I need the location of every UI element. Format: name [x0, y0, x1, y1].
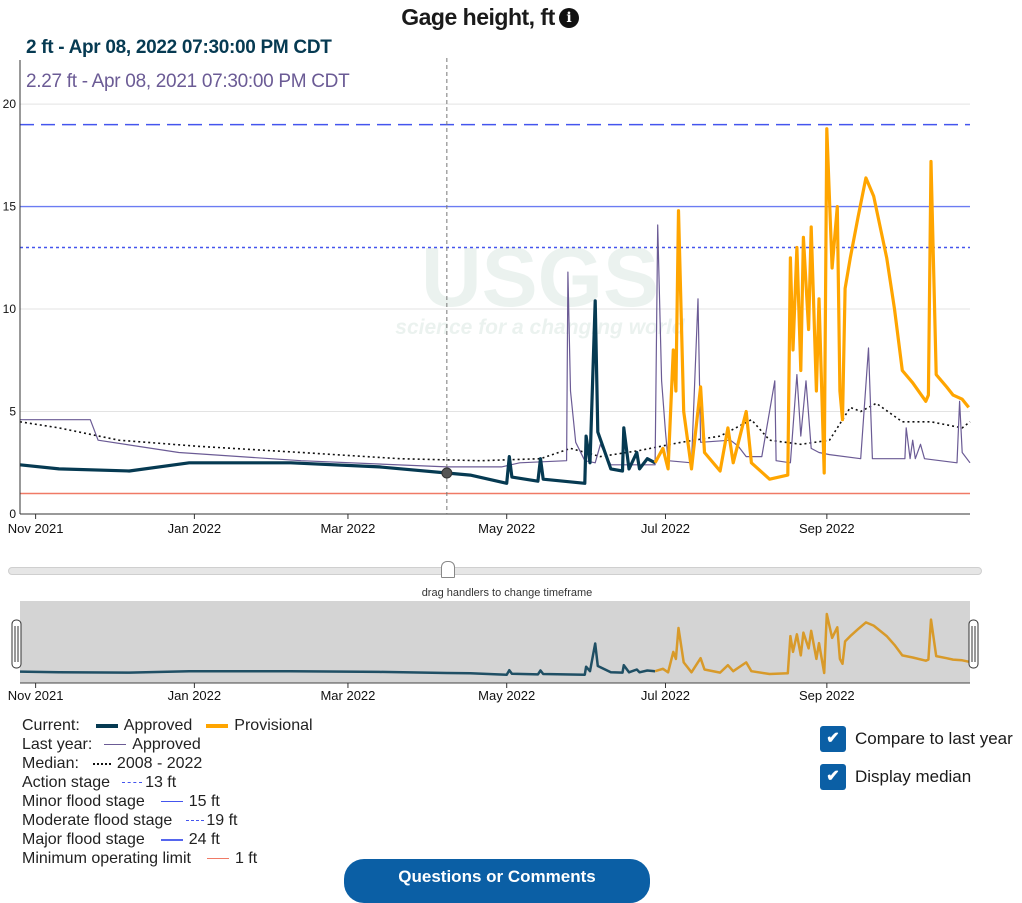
brush-handle-right[interactable]: [968, 619, 979, 669]
legend-minor: Minor flood stage 15 ft: [22, 792, 313, 811]
legend-last-year: Last year: Approved: [22, 735, 313, 754]
legend-moderate-value: 19 ft: [206, 812, 238, 829]
legend-label: Minimum operating limit: [22, 850, 191, 867]
y-tick-label: 5: [9, 405, 16, 419]
last-year-series-line: [20, 224, 971, 468]
legend-label: Major flood stage: [22, 831, 145, 848]
y-tick-label: 10: [3, 302, 17, 316]
legend-label: Current:: [22, 717, 80, 734]
legend-last-year-approved: Approved: [132, 736, 201, 753]
minor-swatch: [160, 801, 183, 803]
tooltip-current-value: 2 ft - Apr 08, 2022 07:30:00 PM CDT: [26, 37, 332, 58]
x-tick-label: May 2022: [478, 521, 535, 536]
legend-minop-value: 1 ft: [234, 850, 258, 867]
chart-title-text: Gage height, ft: [401, 4, 555, 30]
display-median-label: Display median: [855, 767, 972, 786]
watermark-tagline: science for a changing world: [395, 316, 686, 339]
x-tick-label: Mar 2022: [320, 521, 375, 536]
brush-approved-line: [19, 642, 656, 676]
legend-current: Current: Approved Provisional: [22, 716, 313, 735]
approved-series-line: [19, 299, 656, 485]
y-tick-label: 15: [3, 200, 17, 214]
checkmark-icon[interactable]: ✔: [820, 764, 846, 790]
brush-chart[interactable]: Nov 2021 Jan 2022 Mar 2022 May 2022 Jul 2022…: [0, 596, 1022, 708]
legend-median-range: 2008 - 2022: [116, 755, 203, 772]
legend-approved: Approved: [123, 717, 193, 734]
brush-x-tick-label: Mar 2022: [320, 688, 375, 703]
legend: Current: Approved Provisional Last year: Ap…: [22, 716, 313, 868]
legend-moderate: Moderate flood stage 19 ft: [22, 811, 313, 830]
action-swatch: [122, 782, 143, 784]
brush-hint: drag handlers to change timeframe: [421, 587, 593, 599]
legend-major-value: 24 ft: [188, 831, 220, 848]
legend-major: Major flood stage 24 ft: [22, 830, 313, 849]
brush-handle-left[interactable]: [11, 619, 22, 669]
display-median-checkbox[interactable]: ✔ Display median: [820, 764, 971, 790]
y-tick-label: 20: [3, 97, 17, 111]
x-tick-label: Jan 2022: [168, 521, 222, 536]
hover-point: [441, 467, 453, 479]
info-icon[interactable]: i: [558, 8, 579, 28]
brush-x-tick-label: May 2022: [478, 688, 535, 703]
last-year-swatch: [104, 744, 127, 746]
moderate-swatch: [186, 820, 205, 822]
minop-swatch: [206, 858, 229, 860]
legend-median: Median: 2008 - 2022: [22, 754, 313, 773]
legend-label: Moderate flood stage: [22, 812, 173, 829]
checkmark-icon[interactable]: ✔: [820, 726, 846, 752]
median-swatch: [92, 762, 111, 765]
legend-label: Minor flood stage: [22, 793, 145, 810]
median-series-line: [19, 402, 971, 462]
chart-title: Gage height, ft i: [0, 4, 980, 31]
brush-selection[interactable]: [20, 601, 970, 683]
compare-last-year-checkbox[interactable]: ✔ Compare to last year: [820, 726, 1013, 752]
brush-provisional-line: [654, 612, 969, 676]
compare-last-year-label: Compare to last year: [855, 729, 1013, 748]
legend-provisional: Provisional: [234, 717, 313, 734]
x-tick-label: Jul 2022: [641, 521, 690, 536]
questions-comments-button[interactable]: Questions or Comments: [344, 859, 650, 903]
legend-action-value: 13 ft: [145, 774, 177, 791]
major-swatch: [160, 838, 183, 841]
timeframe-slider-handle[interactable]: [441, 561, 455, 578]
legend-minop: Minimum operating limit 1 ft: [22, 849, 313, 868]
x-tick-label: Sep 2022: [799, 521, 855, 536]
brush-x-tick-label: Jan 2022: [168, 688, 222, 703]
legend-minor-value: 15 ft: [188, 793, 220, 810]
usgs-watermark: USGS science for a changing world: [395, 230, 686, 339]
timeframe-slider-track[interactable]: [8, 567, 982, 575]
legend-label: Median:: [22, 755, 79, 772]
x-tick-label: Nov 2021: [8, 521, 64, 536]
watermark-logo: USGS: [421, 230, 659, 324]
legend-label: Action stage: [22, 774, 111, 791]
legend-action: Action stage 13 ft: [22, 773, 313, 792]
provisional-series-line: [653, 127, 970, 481]
approved-swatch: [95, 723, 118, 728]
provisional-swatch: [206, 723, 229, 728]
legend-label: Last year:: [22, 736, 93, 753]
brush-x-tick-label: Nov 2021: [8, 688, 64, 703]
main-chart[interactable]: USGS science for a changing world 0 5 10 15…: [0, 0, 1022, 560]
brush-x-tick-label: Sep 2022: [799, 688, 855, 703]
tooltip-last-year-value: 2.27 ft - Apr 08, 2021 07:30:00 PM CDT: [26, 71, 350, 92]
brush-x-tick-label: Jul 2022: [641, 688, 690, 703]
y-tick-label: 0: [9, 507, 16, 521]
